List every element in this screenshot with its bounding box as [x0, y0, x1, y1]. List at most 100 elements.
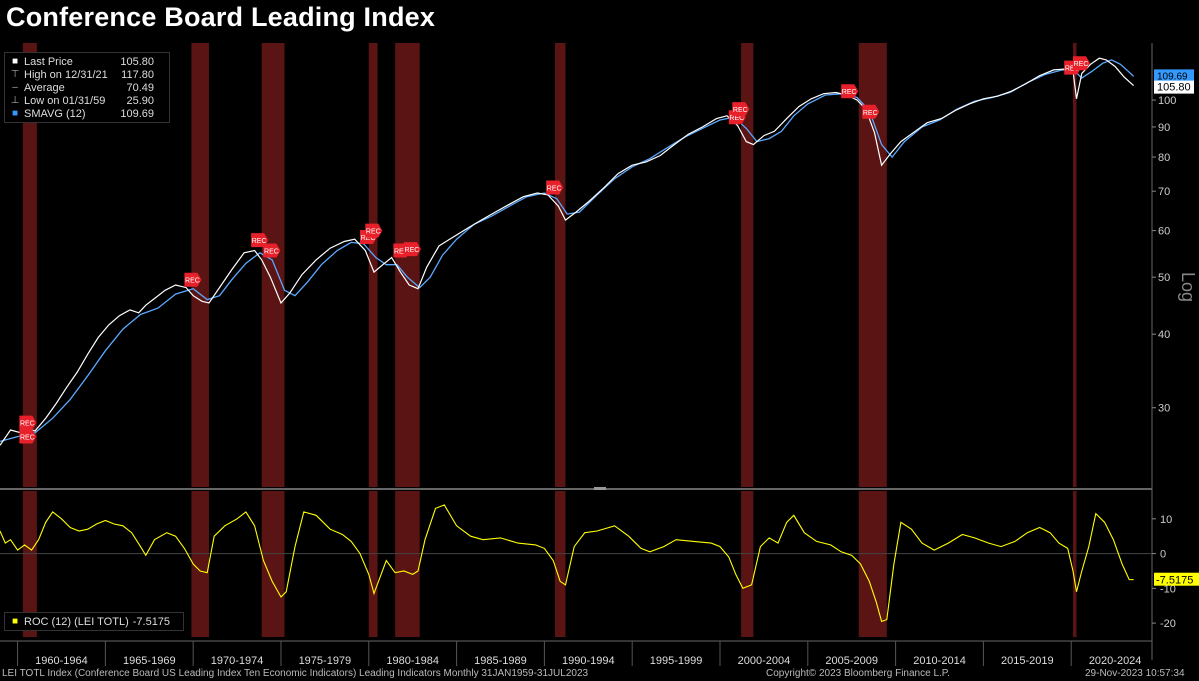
chart-title: Conference Board Leading Index	[6, 2, 436, 32]
rec-marker-label: REC	[729, 115, 744, 122]
x-tick-label: 1990-1994	[562, 655, 615, 667]
y-tick-label: 90	[1158, 122, 1170, 134]
smavg-line	[0, 59, 1135, 443]
legend-label: High on 12/31/21	[24, 68, 108, 81]
legend-row: ⊥ Low on 01/31/59 25.90	[9, 94, 165, 107]
y-tick-label: 40	[1158, 329, 1170, 341]
recession-band-roc	[368, 491, 378, 637]
rec-marker: REC	[19, 429, 37, 444]
panel-frame	[0, 43, 1153, 660]
roc-y-tick-label: -10	[1160, 583, 1176, 595]
yellow-square-icon: ■	[11, 616, 19, 627]
rec-marker-label: REC	[547, 186, 562, 193]
x-tick-label: 1980-1984	[386, 655, 439, 667]
recession-band-roc	[741, 491, 754, 637]
rec-marker-label: REC	[1074, 61, 1089, 68]
recession-markers: RECRECRECRECRECRECRECRECRECRECRECRECRECR…	[19, 56, 1090, 444]
rec-marker-label: REC	[252, 238, 267, 245]
y-tick-label: 100	[1158, 95, 1176, 107]
rec-marker: REC	[546, 180, 564, 195]
legend-value: 105.80	[120, 55, 154, 68]
rec-marker-badge	[546, 180, 564, 195]
rec-marker-badge	[263, 243, 281, 258]
last-price-line	[0, 57, 1135, 446]
rec-marker-label: REC	[264, 249, 279, 256]
footer-source: LEI TOTL Index (Conference Board US Lead…	[2, 668, 589, 679]
recession-band-roc	[858, 491, 887, 637]
y-tick-label: 70	[1158, 186, 1170, 198]
rec-marker-label: REC	[366, 229, 381, 236]
legend-value: 25.90	[126, 94, 154, 107]
rec-marker-label: REC	[405, 247, 420, 254]
x-tick-label: 2000-2004	[738, 655, 791, 667]
x-tick-label: 2005-2009	[825, 655, 878, 667]
rec-marker-badge	[184, 272, 202, 287]
legend-row: ■ Last Price 105.80	[9, 55, 165, 68]
legend-roc-row: ■ ROC (12) (LEI TOTL) -7.5175	[9, 615, 179, 628]
legend-roc: ■ ROC (12) (LEI TOTL) -7.5175	[4, 612, 184, 631]
legend-value: 117.80	[121, 68, 154, 81]
rec-marker-label: REC	[1065, 66, 1080, 73]
rec-marker-label: REC	[863, 110, 878, 117]
blue-square-icon: ■	[11, 108, 19, 119]
roc-y-tick-label: -20	[1160, 618, 1176, 630]
x-tick-label: 2010-2014	[913, 655, 966, 667]
legend-label: SMAVG (12)	[24, 107, 86, 120]
recession-band-roc	[191, 491, 209, 637]
rec-marker-label: REC	[394, 249, 409, 256]
legend-roc-value: -7.5175	[132, 615, 171, 628]
rec-marker-badge	[19, 429, 37, 444]
legend-row: ■ SMAVG (12) 109.69	[9, 107, 165, 120]
y-tick-label: 60	[1158, 226, 1170, 238]
legend-label: Average	[24, 81, 65, 94]
recession-band-main	[395, 43, 420, 487]
recession-band-main	[554, 43, 566, 487]
rec-marker-label: REC	[185, 278, 200, 285]
x-tick-label: 2015-2019	[1001, 655, 1054, 667]
recession-band-roc	[22, 491, 37, 637]
rec-marker-label: REC	[20, 435, 35, 442]
x-tick-label: 1985-1989	[474, 655, 527, 667]
rec-marker-badge	[841, 84, 859, 99]
rec-marker-label: REC	[361, 235, 376, 242]
roc-y-tick-label: 0	[1160, 549, 1166, 561]
roc-end-label: -7.5175	[1156, 575, 1193, 587]
legend-value: 109.69	[120, 107, 154, 120]
x-tick-label: 2020-2024	[1089, 655, 1142, 667]
rec-marker: REC	[263, 243, 281, 258]
rec-marker-badge	[1073, 56, 1090, 71]
roc-end-tag	[1154, 572, 1199, 586]
legend-row: – Average 70.49	[9, 81, 165, 94]
high-marker-icon: ⊤	[10, 69, 20, 80]
rec-marker-badge	[732, 102, 750, 117]
x-tick-label: 1975-1979	[299, 655, 352, 667]
last-price-end-label: 105.80	[1157, 82, 1191, 94]
recession-band-roc	[395, 491, 420, 637]
average-line-icon: –	[12, 82, 18, 93]
rec-marker: REC	[862, 104, 880, 119]
rec-marker: REC	[841, 84, 859, 99]
footer: LEI TOTL Index (Conference Board US Lead…	[0, 667, 1199, 681]
roc-line	[0, 504, 1134, 623]
recession-band-main	[261, 43, 285, 487]
footer-timestamp: 29-Nov-2023 10:57:34	[1085, 668, 1185, 679]
rec-marker-badge	[365, 223, 383, 238]
x-tick-label: 1965-1969	[123, 655, 176, 667]
x-axis-ticks: 1960-1964 1965-1969 1970-1974 1975-1979 1980…	[17, 641, 1142, 667]
recession-band-main	[741, 43, 754, 487]
legend-label: Last Price	[24, 55, 73, 68]
rec-marker: REC	[732, 102, 750, 117]
last-price-end-tag	[1154, 80, 1194, 94]
legend-value: 70.49	[126, 81, 154, 94]
recession-band-main	[191, 43, 209, 487]
y-tick-label: 30	[1158, 403, 1170, 415]
smavg-end-label: 109.69	[1157, 71, 1188, 82]
recession-band-main	[22, 43, 37, 487]
rec-marker-badge	[862, 104, 880, 119]
x-tick-label: 1995-1999	[650, 655, 703, 667]
legend-row: ⊤ High on 12/31/21 117.80	[9, 68, 165, 81]
rec-marker: REC	[403, 242, 421, 257]
recession-band-roc	[261, 491, 285, 637]
